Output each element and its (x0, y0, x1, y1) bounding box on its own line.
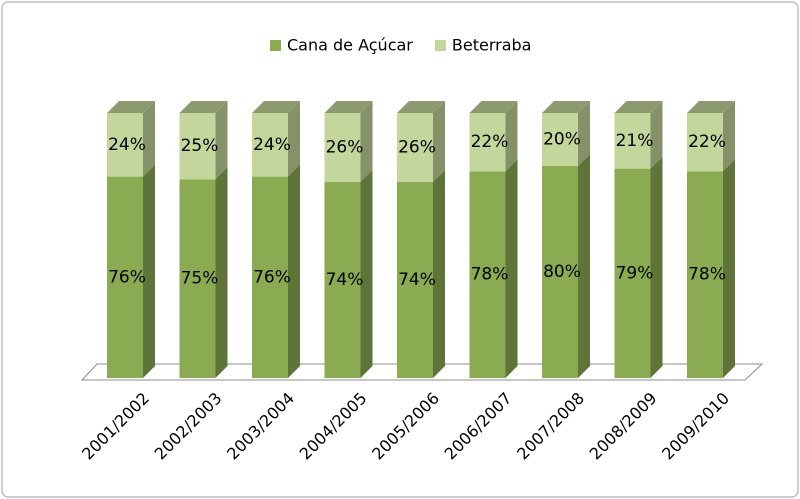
bar-side (215, 167, 228, 378)
bar-side (723, 101, 735, 172)
bar-side (143, 101, 155, 177)
bar-segment (107, 176, 143, 378)
legend-swatch (270, 40, 281, 51)
data-label: 80% (543, 262, 581, 282)
bar-side (650, 156, 663, 378)
data-label: 75% (181, 269, 219, 289)
bar-side (433, 101, 445, 182)
bar-side (723, 159, 735, 378)
data-label: 78% (688, 265, 726, 285)
bar-segment (252, 113, 288, 177)
bar-top (179, 101, 228, 113)
bar-segment (107, 113, 143, 177)
legend: Cana de Açúcar Beterraba (270, 36, 531, 55)
data-label: 20% (543, 130, 581, 150)
bar-side (505, 101, 518, 172)
data-label: 76% (108, 267, 146, 287)
data-label: 76% (253, 267, 291, 287)
bar-segment (542, 166, 578, 378)
bar-segment (542, 113, 578, 166)
bar-segment (469, 171, 506, 378)
bar-side (433, 169, 445, 378)
bar-segment (397, 181, 433, 378)
bar-side (505, 159, 518, 378)
bar-segment (252, 176, 288, 378)
bar-segment (397, 113, 433, 182)
data-label: 22% (471, 132, 509, 152)
bar-segment (324, 181, 361, 378)
data-label: 24% (108, 135, 146, 155)
bar-segment (687, 113, 723, 172)
bar-segment (324, 113, 361, 182)
data-label: 74% (398, 270, 436, 290)
bar-side (578, 154, 590, 378)
bar-side (288, 101, 300, 177)
data-label: 78% (471, 265, 509, 285)
bar-top (324, 101, 373, 113)
bar-top (687, 101, 735, 113)
data-label: 74% (326, 270, 364, 290)
data-label: 24% (253, 135, 291, 155)
bar-top (469, 101, 518, 113)
bar-side (288, 164, 300, 378)
data-label: 25% (181, 136, 219, 156)
data-label: 26% (398, 137, 436, 157)
data-label: 21% (616, 131, 654, 151)
legend-label: Beterraba (452, 36, 532, 55)
data-label: 79% (616, 263, 654, 283)
bar-side (360, 169, 373, 378)
bar-top (614, 101, 663, 113)
data-label: 26% (326, 137, 364, 157)
bar-side (143, 164, 155, 378)
bar-segment (614, 113, 651, 169)
bar-segment (179, 113, 216, 180)
data-label: 22% (688, 132, 726, 152)
bar-segment (614, 168, 651, 378)
bar-top (397, 101, 445, 113)
bar-top (107, 101, 155, 113)
legend-swatch (434, 40, 446, 51)
bar-top (542, 101, 590, 113)
bar-segment (179, 179, 216, 378)
legend-label: Cana de Açúcar (287, 36, 413, 55)
bar-top (252, 101, 300, 113)
bar-side (650, 101, 663, 169)
bar-side (360, 101, 373, 182)
bar-side (215, 101, 228, 180)
bar-side (578, 101, 590, 166)
bar-segment (687, 171, 723, 378)
bar-segment (469, 113, 506, 172)
